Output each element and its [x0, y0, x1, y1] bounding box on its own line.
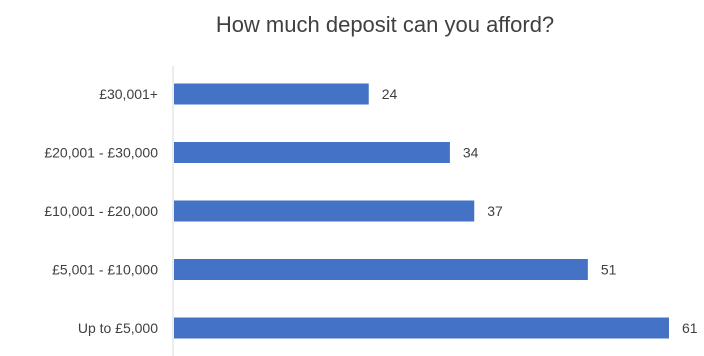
category-label: £10,001 - £20,000	[44, 203, 158, 219]
data-label: 34	[463, 145, 479, 161]
data-label: 37	[487, 203, 503, 219]
bar	[174, 317, 669, 339]
category-label: £5,001 - £10,000	[52, 262, 158, 278]
category-label: £30,001+	[99, 86, 158, 102]
bar	[174, 83, 369, 105]
category-label: Up to £5,000	[78, 320, 158, 336]
chart-title: How much deposit can you afford?	[216, 12, 554, 37]
bar	[174, 200, 475, 222]
category-label: £20,001 - £30,000	[44, 145, 158, 161]
data-label: 24	[382, 86, 398, 102]
data-label: 61	[682, 320, 698, 336]
bar	[174, 259, 588, 280]
bar	[174, 142, 450, 163]
data-label: 51	[601, 262, 617, 278]
bars-group: £30,001+ 24 £20,001 - £30,000 34 £10,001 - £…	[44, 83, 698, 339]
